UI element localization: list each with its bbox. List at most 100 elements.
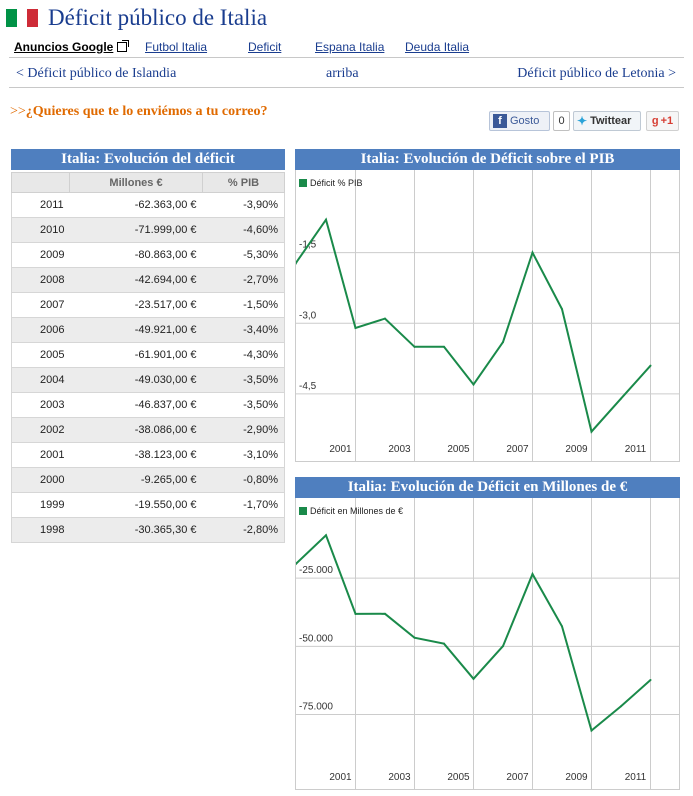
series-line [266, 533, 652, 733]
cell-pib: -4,60% [202, 217, 285, 243]
up-link[interactable]: arriba [326, 66, 359, 81]
col-header-millones: Millones € [69, 172, 203, 193]
data-point [384, 317, 386, 320]
cell-pib: -3,10% [202, 442, 285, 468]
cell-pib: -2,70% [202, 267, 285, 293]
data-point [295, 261, 298, 264]
prev-country-link[interactable]: < Déficit público de Islandia [16, 66, 177, 81]
y-tick-label: -75.000 [299, 701, 333, 712]
data-point [649, 679, 652, 682]
flag-stripe-red [27, 9, 39, 27]
cell-pib: -2,90% [202, 417, 285, 443]
cell-millones: -38.123,00 € [69, 442, 203, 468]
table-row: 2007 -23.517,00 € -1,50% [11, 292, 285, 318]
legend-swatch [299, 507, 307, 515]
x-tick-label: 2003 [388, 444, 411, 455]
x-tick-label: 2011 [625, 444, 647, 455]
cell-year: 2007 [11, 292, 70, 318]
title-row: Déficit público de Italia [6, 3, 267, 33]
next-country-link[interactable]: Déficit público de Letonia > [517, 66, 676, 81]
deficit-table: Millones € % PIB 2011 -62.363,00 € -3,90% 2… [11, 172, 285, 543]
table-row: 2006 -49.921,00 € -3,40% [11, 317, 285, 343]
flag-stripe-green [6, 9, 17, 27]
x-tick-label: 2007 [506, 444, 529, 455]
data-point [502, 645, 504, 648]
x-tick-label: 2009 [565, 444, 588, 455]
legend-label: Déficit % PIB [310, 178, 363, 188]
data-point [443, 345, 445, 348]
x-tick-label: 2009 [565, 772, 588, 783]
facebook-icon: f [493, 114, 507, 128]
cell-millones: -49.030,00 € [69, 367, 203, 393]
data-point [413, 636, 416, 639]
data-point [561, 625, 563, 628]
cell-year: 2009 [11, 242, 70, 268]
data-point [472, 383, 475, 386]
google-ads-label[interactable]: Anuncios Google [14, 39, 130, 54]
table-row: 2008 -42.694,00 € -2,70% [11, 267, 285, 293]
ad-link-deficit[interactable]: Deficit [248, 39, 282, 54]
x-tick-label: 2003 [388, 772, 411, 783]
cell-millones: -9.265,00 € [69, 467, 203, 493]
data-point [531, 573, 534, 576]
cell-millones: -80.863,00 € [69, 242, 203, 268]
subscribe-text: ¿Quieres que te lo enviémos a tu correo? [25, 104, 268, 119]
external-link-icon [117, 39, 130, 52]
table-row: 2010 -71.999,00 € -4,60% [11, 217, 285, 243]
table-row: 1999 -19.550,00 € -1,70% [11, 492, 285, 518]
cell-millones: -19.550,00 € [69, 492, 203, 518]
ad-link-deuda-italia[interactable]: Deuda Italia [405, 39, 470, 54]
table-row: 2005 -61.901,00 € -4,30% [11, 342, 285, 368]
google-plus-button[interactable]: g +1 [646, 111, 679, 131]
ad-link-espana-italia[interactable]: Espana Italia [315, 39, 385, 54]
table-row: 2000 -9.265,00 € -0,80% [11, 467, 285, 493]
cell-millones: -49.921,00 € [69, 317, 203, 343]
cell-year: 1998 [11, 517, 70, 543]
ads-bar: Anuncios Google Futbol Italia Deficit Es… [9, 36, 684, 58]
x-tick-label: 2001 [329, 772, 352, 783]
x-tick-label: 2011 [625, 772, 647, 783]
cell-pib: -5,30% [202, 242, 285, 268]
series-line [266, 217, 652, 434]
cell-year: 2005 [11, 342, 70, 368]
y-tick-label: -4,5 [299, 381, 317, 392]
chart-pib: -1,5 -3,0 -4,5 2001 2003 2005 2007 2009 2011 Défi… [266, 170, 680, 462]
table-row: 2009 -80.863,00 € -5,30% [11, 242, 285, 268]
table-row: 1998 -30.365,30 € -2,80% [11, 517, 285, 543]
legend-label: Déficit en Millones de € [310, 506, 403, 516]
table-title: Italia: Evolución del déficit [11, 149, 285, 170]
tweet-button[interactable]: ✦ Twittear [573, 111, 641, 131]
x-tick-label: 2001 [329, 444, 352, 455]
data-point [620, 397, 622, 400]
cell-year: 2006 [11, 317, 70, 343]
ad-link-futbol-italia[interactable]: Futbol Italia [145, 39, 208, 54]
cell-millones: -38.086,00 € [69, 417, 203, 443]
twitter-bird-icon: ✦ [577, 114, 588, 128]
data-point [413, 345, 416, 348]
facebook-like-button[interactable]: f Gosto [489, 111, 550, 131]
data-point [649, 364, 652, 367]
table-row: 2011 -62.363,00 € -3,90% [11, 192, 285, 218]
table-row: 2004 -49.030,00 € -3,50% [11, 367, 285, 393]
gplus-label: +1 [660, 115, 674, 127]
data-point [295, 562, 298, 565]
cell-pib: -3,50% [202, 367, 285, 393]
table-row: 2003 -46.837,00 € -3,50% [11, 392, 285, 418]
data-point [590, 729, 593, 732]
data-point [502, 341, 504, 344]
country-nav: < Déficit público de Islandia arriba Déf… [9, 60, 684, 88]
legend-swatch [299, 179, 307, 187]
cell-millones: -62.363,00 € [69, 192, 203, 218]
cell-millones: -23.517,00 € [69, 292, 203, 318]
email-subscribe-link[interactable]: >>¿Quieres que te lo enviémos a tu corre… [10, 104, 268, 120]
x-tick-label: 2007 [506, 772, 529, 783]
cell-year: 2010 [11, 217, 70, 243]
data-point [325, 218, 327, 221]
page-title: Déficit público de Italia [48, 5, 268, 30]
cell-year: 2008 [11, 267, 70, 293]
cell-year: 2004 [11, 367, 70, 393]
y-tick-label: -50.000 [299, 633, 333, 644]
tweet-label: Twittear [590, 115, 632, 127]
table-row: 2001 -38.123,00 € -3,10% [11, 442, 285, 468]
